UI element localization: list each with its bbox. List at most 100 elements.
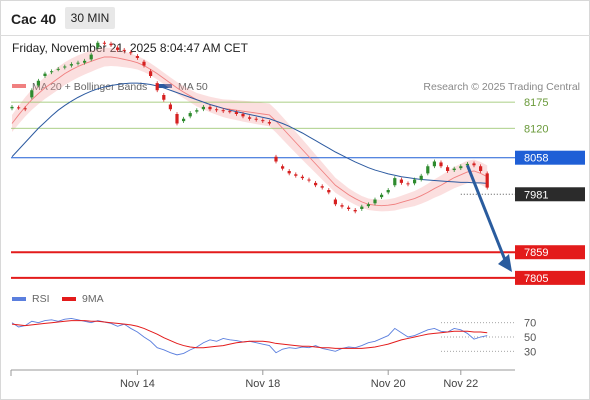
candle — [10, 104, 14, 111]
candle-body — [439, 162, 443, 167]
candle — [373, 197, 377, 206]
candle — [426, 164, 430, 176]
level-label-8058: 8058 — [524, 153, 548, 165]
candle — [380, 192, 384, 200]
candle — [30, 88, 34, 100]
candle-body — [465, 163, 469, 166]
x-tick-label: Nov 18 — [245, 378, 280, 390]
candle — [300, 174, 304, 181]
candle-body — [426, 166, 430, 174]
candle-body — [201, 106, 205, 110]
interval-button[interactable]: 30 MIN — [65, 7, 115, 29]
candle-body — [254, 118, 258, 120]
candle — [294, 172, 298, 178]
rsi-legend-label: 9MA — [82, 293, 104, 305]
candle-body — [149, 71, 153, 76]
candle — [340, 203, 344, 209]
candle — [56, 66, 60, 72]
candle-body — [248, 117, 252, 119]
candle — [274, 154, 278, 164]
candle-body — [327, 190, 331, 193]
candle-body — [406, 183, 410, 185]
candle-body — [413, 179, 417, 184]
x-tick-label: Nov 14 — [120, 378, 155, 390]
candle — [221, 108, 225, 114]
candle-body — [373, 199, 377, 204]
candle-body — [459, 166, 463, 169]
candle — [215, 107, 219, 113]
candle-body — [320, 186, 324, 188]
price-panel: MA 20 + Bollinger Bands MA 50 Research © 2… — [10, 40, 585, 285]
candle — [89, 52, 93, 62]
candle — [188, 111, 192, 119]
candle-body — [399, 179, 403, 183]
candle-body — [274, 156, 278, 162]
rsi-legend-swatch — [62, 297, 76, 301]
candle-body — [76, 62, 80, 64]
candle-body — [175, 114, 179, 124]
legend-swatch — [12, 84, 26, 88]
candle — [386, 188, 390, 195]
candle-body — [36, 80, 40, 86]
candle — [63, 64, 67, 70]
candle — [261, 118, 265, 124]
candle — [83, 58, 87, 65]
candle — [102, 40, 106, 46]
candle — [347, 205, 351, 211]
candle-body — [83, 60, 87, 63]
candle — [17, 105, 21, 110]
candle — [168, 102, 172, 112]
candle — [287, 169, 291, 176]
candle-body — [89, 54, 93, 60]
candle — [234, 110, 238, 116]
candle — [43, 71, 47, 78]
candle — [208, 104, 212, 112]
candle — [36, 78, 40, 88]
candle — [399, 177, 403, 185]
candle-body — [366, 204, 370, 207]
candle-body — [340, 205, 344, 207]
candle — [327, 188, 331, 195]
candle-body — [102, 42, 106, 44]
candle-body — [472, 163, 476, 166]
candle-body — [294, 174, 298, 176]
candle — [307, 177, 311, 183]
candle — [182, 116, 186, 124]
legend-label: MA 50 — [178, 81, 208, 93]
candle — [439, 160, 443, 169]
candle — [413, 177, 417, 186]
candle — [452, 166, 456, 172]
candle-body — [353, 209, 357, 212]
candle-body — [168, 104, 172, 110]
candle — [267, 120, 271, 126]
candle-body — [452, 168, 456, 171]
rsi-legend-swatch — [12, 297, 26, 301]
candle — [353, 208, 357, 214]
header-divider — [0, 35, 590, 36]
candle — [472, 161, 476, 168]
candle-body — [69, 64, 73, 66]
candle-body — [300, 176, 304, 179]
instrument-symbol: Cac 40 — [11, 11, 57, 27]
level-label-7981: 7981 — [524, 189, 548, 201]
support-tag-7805 — [515, 270, 585, 285]
rsi-tick-30: 30 — [524, 346, 536, 358]
rsi-tick-50: 50 — [524, 332, 536, 344]
candle-body — [386, 190, 390, 193]
x-axis: Nov 14 Nov 18 Nov 20 Nov 22 — [10, 369, 515, 390]
forecast-arrow — [466, 164, 507, 261]
candle-body — [446, 167, 450, 171]
candle — [129, 50, 133, 56]
candle-body — [419, 175, 423, 180]
candle — [333, 197, 337, 207]
candle — [69, 62, 73, 68]
candle-body — [267, 122, 271, 124]
candle-body — [360, 206, 364, 209]
candle — [254, 116, 258, 122]
candle-body — [122, 49, 126, 51]
candle — [201, 104, 205, 112]
candle — [175, 112, 179, 126]
candle — [116, 45, 120, 52]
candle — [320, 184, 324, 190]
